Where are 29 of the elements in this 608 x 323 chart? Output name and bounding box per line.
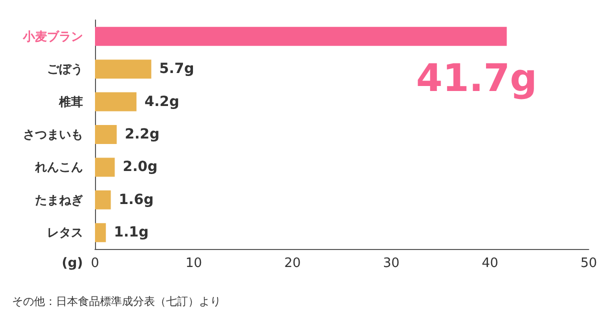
x-tick-label: 0 [90,256,100,271]
y-tick-label: れんこん [34,160,83,174]
data-label: 1.1g [114,224,149,241]
bar [95,223,106,242]
x-tick-label: 40 [482,256,498,271]
y-tick-label: 椎茸 [58,94,83,109]
x-tick-label: 30 [382,256,400,271]
y-tick-label: さつまいも [23,128,83,142]
x-tick-label: 20 [284,256,301,271]
bar [95,190,111,210]
y-tick-label: レタス [47,226,83,240]
bar [95,26,507,46]
data-label: 2.2g [124,126,160,142]
data-label: 5.7g [159,61,194,78]
bar [95,125,117,144]
data-label: 2.0g [122,159,158,176]
y-tick-label: たまねぎ [35,192,83,207]
bar [95,92,136,112]
x-tick-label: 10 [185,256,202,271]
data-label: 4.2g [144,94,180,110]
y-tick-label: 小麦ブラン [22,29,83,44]
data-label: 1.6g [118,192,154,208]
data-label: 41.7g [416,56,538,100]
x-tick-label: 50 [580,256,597,271]
x-axis-title: (g) [62,256,83,271]
bar [95,158,115,177]
text: その他：日本食品標準成分表（七訂）より [12,295,221,308]
y-tick-label: ごぼう [47,62,83,76]
bar [95,60,152,79]
